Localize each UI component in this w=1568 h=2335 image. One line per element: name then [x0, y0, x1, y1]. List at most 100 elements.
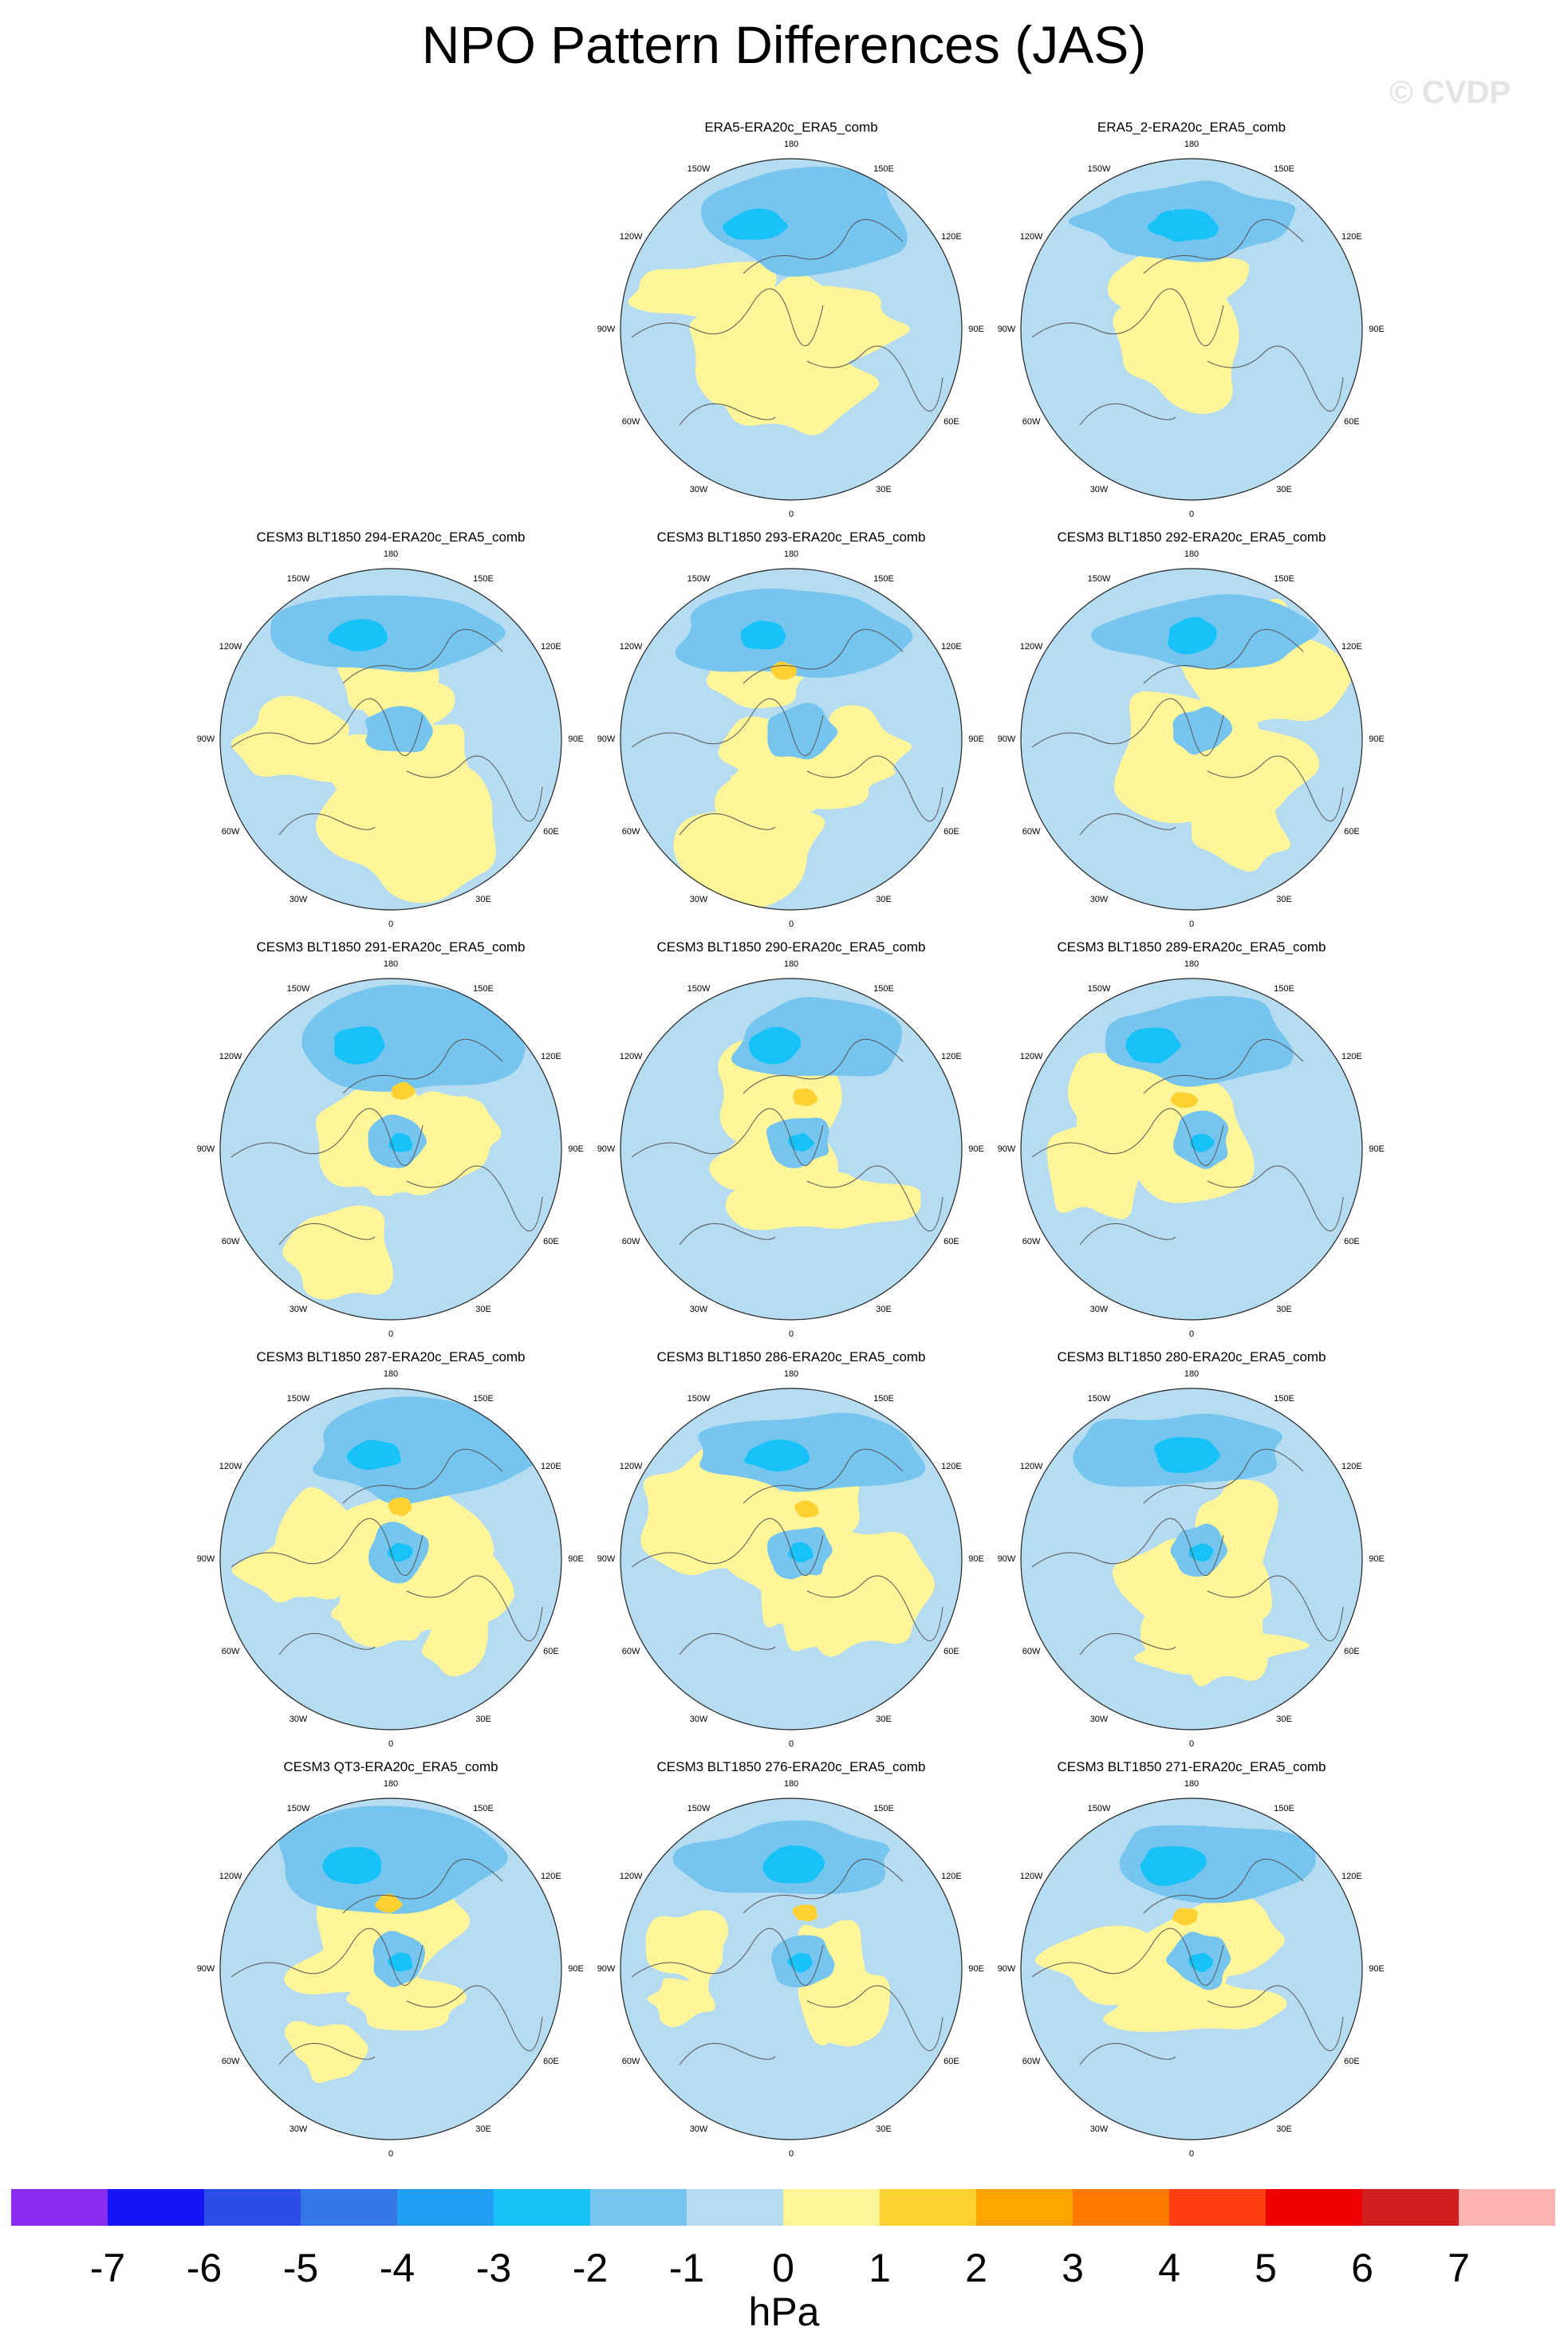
map-border: [620, 568, 963, 911]
longitude-label: 0: [388, 919, 394, 929]
longitude-label: 90E: [1369, 734, 1385, 744]
longitude-label: 60E: [1344, 827, 1360, 837]
longitude-label: 60W: [221, 827, 240, 837]
longitude-label: 120W: [619, 1052, 643, 1061]
longitude-label: 120E: [541, 1462, 561, 1471]
panel-title: CESM3 BLT1850 276-ERA20c_ERA5_comb: [656, 1759, 926, 1774]
positive-anomaly-core: [792, 1904, 818, 1922]
panel-title: CESM3 BLT1850 294-ERA20c_ERA5_comb: [256, 530, 526, 545]
longitude-label: 30E: [1276, 1304, 1292, 1314]
longitude-label: 60E: [543, 2057, 559, 2066]
coastline: [1031, 1038, 1344, 1246]
longitude-label: 30W: [289, 2124, 308, 2134]
longitude-label: 150W: [1087, 1804, 1111, 1814]
longitude-label: 180: [383, 1369, 399, 1379]
longitude-label: 120E: [941, 232, 962, 242]
longitude-label: 120W: [219, 642, 242, 652]
longitude-label: 120W: [1019, 232, 1043, 242]
negative-anomaly-core: [762, 1845, 826, 1884]
panel-title: ERA5_2-ERA20c_ERA5_comb: [1097, 120, 1286, 135]
colorbar-tick: -3: [475, 2246, 512, 2290]
positive-anomaly-region: [282, 1205, 394, 1300]
panel-title: CESM3 BLT1850 271-ERA20c_ERA5_comb: [1057, 1759, 1326, 1774]
longitude-label: 90E: [1369, 325, 1385, 334]
positive-anomaly-region: [1140, 1554, 1269, 1687]
longitude-label: 90E: [968, 325, 984, 334]
longitude-label: 120W: [619, 642, 643, 652]
coastline: [1031, 628, 1344, 836]
map-panel: CESM3 BLT1850 291-ERA20c_ERA5_comb 180 150…: [197, 938, 584, 1345]
longitude-label: 60E: [944, 827, 959, 837]
longitude-label: 30W: [289, 1304, 308, 1314]
longitude-label: 90W: [196, 734, 215, 744]
positive-anomaly-region: [284, 2021, 371, 2083]
longitude-label: 150W: [286, 1804, 310, 1814]
polar-map: [1020, 1798, 1363, 2140]
longitude-label: 90E: [968, 1964, 984, 1974]
panel-title: CESM3 BLT1850 289-ERA20c_ERA5_comb: [1057, 939, 1326, 955]
longitude-label: 150W: [1087, 984, 1111, 994]
longitude-label: 30E: [475, 2124, 491, 2134]
negative-anomaly-region: [301, 984, 526, 1092]
map-panel: CESM3 BLT1850 286-ERA20c_ERA5_comb 180 150…: [597, 1348, 984, 1754]
negative-anomaly-core: [723, 208, 790, 240]
map-panel: CESM3 BLT1850 271-ERA20c_ERA5_comb 180 150…: [998, 1758, 1385, 2164]
polar-map: [620, 158, 963, 501]
map-border: [1020, 1798, 1363, 2140]
longitude-label: 60W: [621, 417, 640, 427]
longitude-label: 90E: [968, 734, 984, 744]
longitude-label: 90W: [196, 1964, 215, 1974]
colorbar-tick: -1: [668, 2246, 705, 2290]
longitude-label: 30E: [876, 1304, 892, 1314]
colorbar-swatch: [1169, 2189, 1267, 2226]
map-border: [219, 1388, 562, 1731]
polar-map: [620, 1388, 963, 1731]
longitude-label: 90W: [597, 325, 616, 334]
longitude-label: 180: [383, 549, 399, 559]
map-panel: CESM3 BLT1850 289-ERA20c_ERA5_comb 180 150…: [998, 938, 1385, 1345]
negative-anomaly-core: [1154, 1436, 1222, 1474]
longitude-label: 150W: [286, 1394, 310, 1404]
negative-anomaly-core: [740, 620, 786, 650]
longitude-label: 90E: [1369, 1964, 1385, 1974]
figure-title: NPO Pattern Differences (JAS): [421, 15, 1147, 74]
longitude-label: 180: [383, 959, 399, 969]
longitude-label: 120W: [219, 1462, 242, 1471]
longitude-label: 30W: [689, 1714, 708, 1724]
longitude-label: 90W: [997, 1964, 1016, 1974]
longitude-label: 90W: [597, 1964, 616, 1974]
longitude-label: 180: [1184, 140, 1200, 149]
longitude-label: 150E: [1274, 164, 1294, 175]
longitude-label: 120E: [941, 642, 962, 652]
longitude-label: 150E: [1274, 574, 1294, 585]
longitude-label: 0: [1188, 919, 1195, 929]
negative-anomaly-region: [698, 1412, 926, 1492]
map-border: [219, 568, 562, 911]
longitude-label: 0: [788, 1329, 794, 1339]
longitude-label: 150E: [473, 984, 494, 994]
longitude-label: 120W: [1019, 1872, 1043, 1881]
longitude-label: 30W: [289, 1714, 308, 1724]
map-panel: CESM3 BLT1850 293-ERA20c_ERA5_comb 180 150…: [597, 528, 984, 935]
longitude-label: 150W: [1087, 1394, 1111, 1404]
longitude-label: 60E: [944, 2057, 959, 2066]
panel-title: CESM3 QT3-ERA20c_ERA5_comb: [283, 1759, 498, 1774]
colorbar-tick: -5: [282, 2246, 319, 2290]
map-border: [620, 978, 963, 1321]
polar-map: [219, 978, 562, 1321]
longitude-label: 90W: [997, 734, 1016, 744]
longitude-label: 120E: [541, 1052, 561, 1061]
panel-title: CESM3 BLT1850 293-ERA20c_ERA5_comb: [656, 530, 926, 545]
map-border: [1020, 568, 1363, 911]
longitude-label: 120W: [219, 1052, 242, 1061]
polar-map: [620, 1798, 963, 2140]
negative-anomaly-core: [1140, 1845, 1208, 1887]
colorbar-tick: 1: [869, 2246, 891, 2290]
longitude-label: 0: [388, 1329, 394, 1339]
longitude-label: 60W: [621, 827, 640, 837]
colorbar-tick: 3: [1062, 2246, 1084, 2290]
longitude-label: 120E: [541, 642, 561, 652]
colorbar-tick: -2: [572, 2246, 609, 2290]
longitude-label: 60W: [221, 1237, 240, 1246]
longitude-label: 120E: [1341, 642, 1362, 652]
